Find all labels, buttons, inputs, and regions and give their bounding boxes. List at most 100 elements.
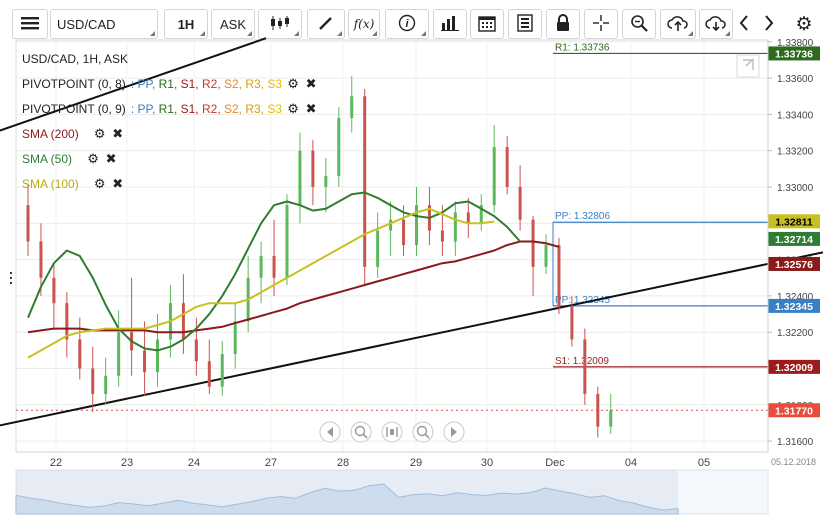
settings-button[interactable]: ⚙ [790, 9, 818, 39]
scroll-left-button[interactable] [733, 9, 755, 39]
candle-body [143, 350, 147, 373]
gear-icon: ⚙ [795, 13, 813, 35]
zoom-prev-button[interactable] [319, 421, 341, 443]
pivot2-close-icon[interactable]: ✖ [305, 101, 317, 116]
zoom-next-button[interactable] [443, 421, 465, 443]
sma100-close-icon[interactable]: ✖ [112, 176, 124, 191]
chart-title: USD/CAD, 1H, ASK [22, 52, 129, 66]
lock-icon [555, 13, 571, 35]
sma200-label: SMA (200) [22, 127, 79, 141]
download-button[interactable] [699, 9, 733, 39]
toolbar: USD/CAD 1H ASK f(x) i [0, 0, 828, 48]
candle-body [440, 230, 444, 242]
y-tick-label: 1.33600 [777, 74, 814, 85]
panel-drag-handle[interactable] [10, 272, 12, 284]
trendline [0, 251, 824, 427]
candle-body [505, 147, 509, 188]
zoom-in-button[interactable] [412, 421, 434, 443]
upload-button[interactable] [660, 9, 696, 39]
candle-body [363, 96, 367, 267]
candle-body [531, 219, 535, 267]
price-badge-label: 1.32345 [775, 301, 813, 313]
sma50-label: SMA (50) [22, 152, 73, 166]
sma50-close-icon[interactable]: ✖ [105, 151, 117, 166]
candle-body [91, 368, 95, 394]
price-badge-label: 1.31770 [775, 405, 813, 417]
y-tick-label: 1.32400 [777, 292, 814, 303]
pivot2-settings-gear-icon[interactable]: ⚙ [287, 101, 299, 116]
x-tick-label: 28 [337, 457, 349, 469]
calendar-button[interactable] [470, 9, 504, 39]
timeframe-select[interactable]: 1H [164, 9, 208, 39]
pivot-label: R1: 1.33736 [555, 42, 610, 53]
candle-body [350, 96, 354, 119]
trendline [0, 37, 267, 132]
date-stamp: 05.12.2018 [771, 457, 816, 467]
candle-body [583, 339, 587, 394]
pivot2-name: PIVOTPOINT (0, 9) [22, 102, 126, 116]
pivot2-keys: : PP, R1, S1, R2, S2, R3, S3 [131, 102, 282, 116]
candle-body [453, 212, 457, 242]
sma200-close-icon[interactable]: ✖ [112, 126, 124, 141]
pivot-key-label: R3, [245, 77, 268, 91]
candle-body [39, 241, 43, 278]
chart-type-button[interactable] [258, 9, 302, 39]
pivot-key-label: S1, [180, 102, 202, 116]
zoom-button[interactable] [622, 9, 656, 39]
y-tick-label: 1.33400 [777, 110, 814, 121]
zoom-reset-button[interactable] [381, 421, 403, 443]
candle-body [272, 255, 276, 278]
pivot-key-label: S1, [180, 77, 202, 91]
indicators-button[interactable]: f(x) [348, 9, 380, 39]
candle-body [233, 321, 237, 354]
pivot1-settings-gear-icon[interactable]: ⚙ [287, 76, 299, 91]
pivot1-keys: : PP, R1, S1, R2, S2, R3, S3 [131, 77, 282, 91]
navigator-window[interactable] [16, 470, 678, 514]
x-tick-label: 05 [698, 457, 710, 469]
candle-body [117, 332, 121, 376]
candle-body [479, 205, 483, 224]
pivot-key-label: S3 [267, 102, 283, 116]
candle-body [557, 245, 561, 307]
sma200-settings-gear-icon[interactable]: ⚙ [93, 126, 106, 141]
crosshair-button[interactable] [584, 9, 618, 39]
candle-body [544, 245, 548, 267]
draw-button[interactable] [307, 9, 345, 39]
candle-body [220, 353, 224, 387]
legend-pivot2: PIVOTPOINT (0, 9) : PP, R1, S1, R2, S2, … [22, 101, 318, 117]
volume-button[interactable] [433, 9, 467, 39]
price-badge-label: 1.33736 [775, 48, 813, 60]
pivot-key-label: R1, [158, 102, 181, 116]
candle-body [156, 339, 159, 373]
sma50-settings-gear-icon[interactable]: ⚙ [87, 151, 99, 166]
candle-body [415, 205, 418, 246]
y-tick-label: 1.33800 [777, 38, 814, 49]
sma-line [27, 207, 495, 359]
legend-sma50: SMA (50) ⚙ ✖ [22, 151, 118, 167]
svg-text:i: i [405, 18, 409, 30]
info-button[interactable]: i [385, 9, 429, 39]
lock-button[interactable] [546, 9, 580, 39]
pivot-key-label: R2, [201, 102, 224, 116]
x-tick-label: 29 [410, 457, 422, 469]
symbol-select[interactable]: USD/CAD [50, 9, 158, 39]
zoom-icon [630, 14, 648, 35]
expand-chart-button[interactable] [736, 54, 760, 78]
draw-pen-icon [318, 15, 334, 34]
sma-line [27, 191, 521, 352]
crosshair-icon [592, 14, 610, 35]
pivot1-close-icon[interactable]: ✖ [305, 76, 317, 91]
legend-sma200: SMA (200) ⚙ ✖ [22, 126, 125, 142]
upload-cloud-icon [667, 14, 689, 35]
zoom-out-button[interactable] [350, 421, 372, 443]
sma100-settings-gear-icon[interactable]: ⚙ [93, 176, 106, 191]
plot-frame [15, 39, 769, 453]
menu-button[interactable] [12, 9, 48, 39]
candle-body [570, 306, 574, 340]
price-type-select[interactable]: ASK [211, 9, 255, 39]
scroll-right-button[interactable] [758, 9, 780, 39]
sma100-label: SMA (100) [22, 177, 79, 191]
layout-button[interactable] [508, 9, 542, 39]
legend-title: USD/CAD, 1H, ASK [22, 52, 128, 66]
